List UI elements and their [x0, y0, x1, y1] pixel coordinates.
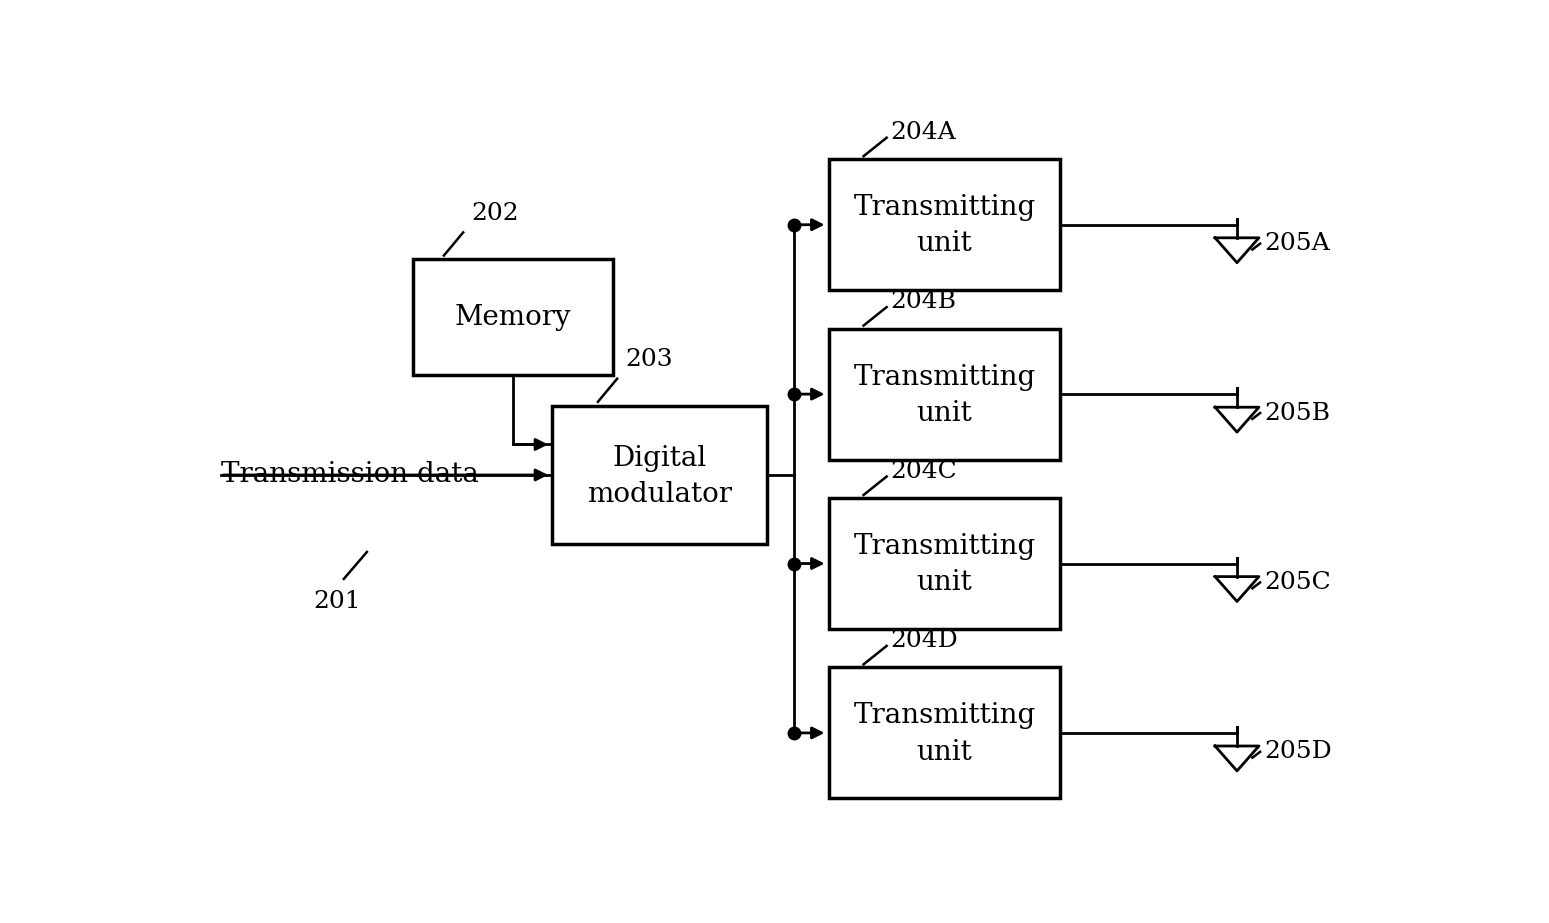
Text: Transmitting: Transmitting	[853, 702, 1036, 729]
Text: Memory: Memory	[455, 304, 572, 330]
Text: 203: 203	[624, 348, 672, 371]
Text: Digital: Digital	[612, 445, 706, 472]
Text: 201: 201	[313, 591, 361, 614]
Text: 205A: 205A	[1264, 233, 1329, 255]
FancyBboxPatch shape	[829, 667, 1060, 798]
Text: Transmitting: Transmitting	[853, 194, 1036, 222]
Text: Transmitting: Transmitting	[853, 533, 1036, 560]
Text: 205D: 205D	[1264, 740, 1332, 763]
Text: unit: unit	[917, 231, 973, 258]
Text: 204A: 204A	[891, 121, 956, 144]
Text: unit: unit	[917, 569, 973, 596]
Text: Transmitting: Transmitting	[853, 364, 1036, 390]
Text: Transmission data: Transmission data	[220, 462, 479, 488]
FancyBboxPatch shape	[829, 329, 1060, 460]
FancyBboxPatch shape	[414, 259, 613, 375]
Text: 204D: 204D	[891, 629, 959, 652]
Text: 204C: 204C	[891, 460, 957, 483]
Text: 205C: 205C	[1264, 571, 1331, 594]
Text: unit: unit	[917, 738, 973, 766]
Text: unit: unit	[917, 400, 973, 426]
Text: 205B: 205B	[1264, 402, 1331, 425]
Text: modulator: modulator	[587, 481, 733, 508]
FancyBboxPatch shape	[829, 498, 1060, 629]
FancyBboxPatch shape	[829, 160, 1060, 290]
FancyBboxPatch shape	[551, 406, 767, 545]
Text: 204B: 204B	[891, 290, 956, 313]
Text: 202: 202	[471, 202, 519, 224]
